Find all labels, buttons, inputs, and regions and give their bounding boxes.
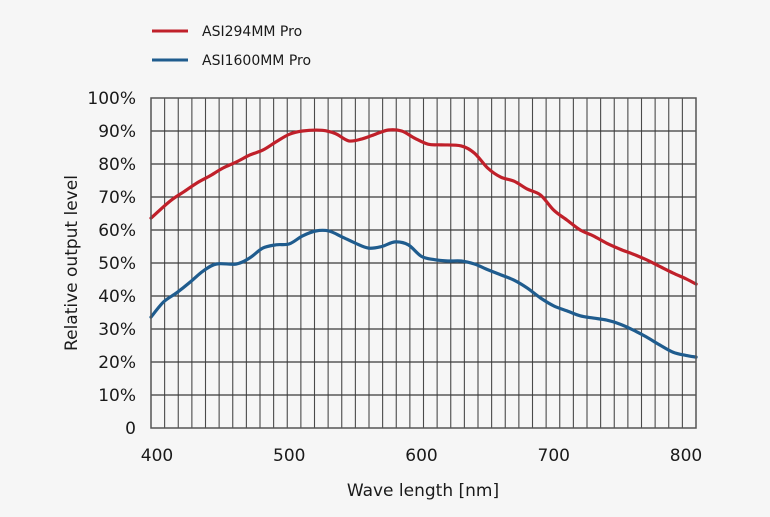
grid: [151, 98, 696, 428]
x-tick-label: 700: [538, 446, 570, 466]
series-line-asi294mm-pro: [149, 128, 698, 286]
series-line-asi1600mm-pro: [149, 228, 698, 359]
x-axis-ticks: 400 500 600 700 800: [141, 446, 702, 466]
x-tick-label: 800: [670, 446, 702, 466]
y-tick-label: 40%: [98, 287, 136, 307]
y-tick-label: 0: [125, 419, 136, 439]
y-tick-label: 80%: [98, 155, 136, 175]
y-tick-label: 70%: [98, 188, 136, 208]
y-tick-label: 20%: [98, 353, 136, 373]
y-tick-label: 100%: [87, 89, 136, 109]
x-axis-title: Wave length [nm]: [347, 481, 499, 501]
y-tick-label: 90%: [98, 122, 136, 142]
legend: ASI294MM Pro ASI1600MM Pro: [152, 24, 311, 69]
y-tick-label: 60%: [98, 221, 136, 241]
x-tick-label: 400: [141, 446, 173, 466]
y-axis-ticks: 0 10% 20% 30% 40% 50% 60% 70% 80% 90% 100%: [87, 89, 136, 439]
x-tick-label: 500: [273, 446, 305, 466]
y-tick-label: 50%: [98, 254, 136, 274]
x-tick-label: 600: [405, 446, 437, 466]
plot-frame: [150, 97, 697, 429]
series-layer: [149, 128, 698, 359]
y-axis-title: Relative output level: [62, 175, 82, 351]
y-tick-label: 30%: [98, 320, 136, 340]
y-tick-label: 10%: [98, 386, 136, 406]
legend-label-asi1600mm: ASI1600MM Pro: [202, 53, 311, 69]
legend-label-asi294mm: ASI294MM Pro: [202, 24, 302, 40]
